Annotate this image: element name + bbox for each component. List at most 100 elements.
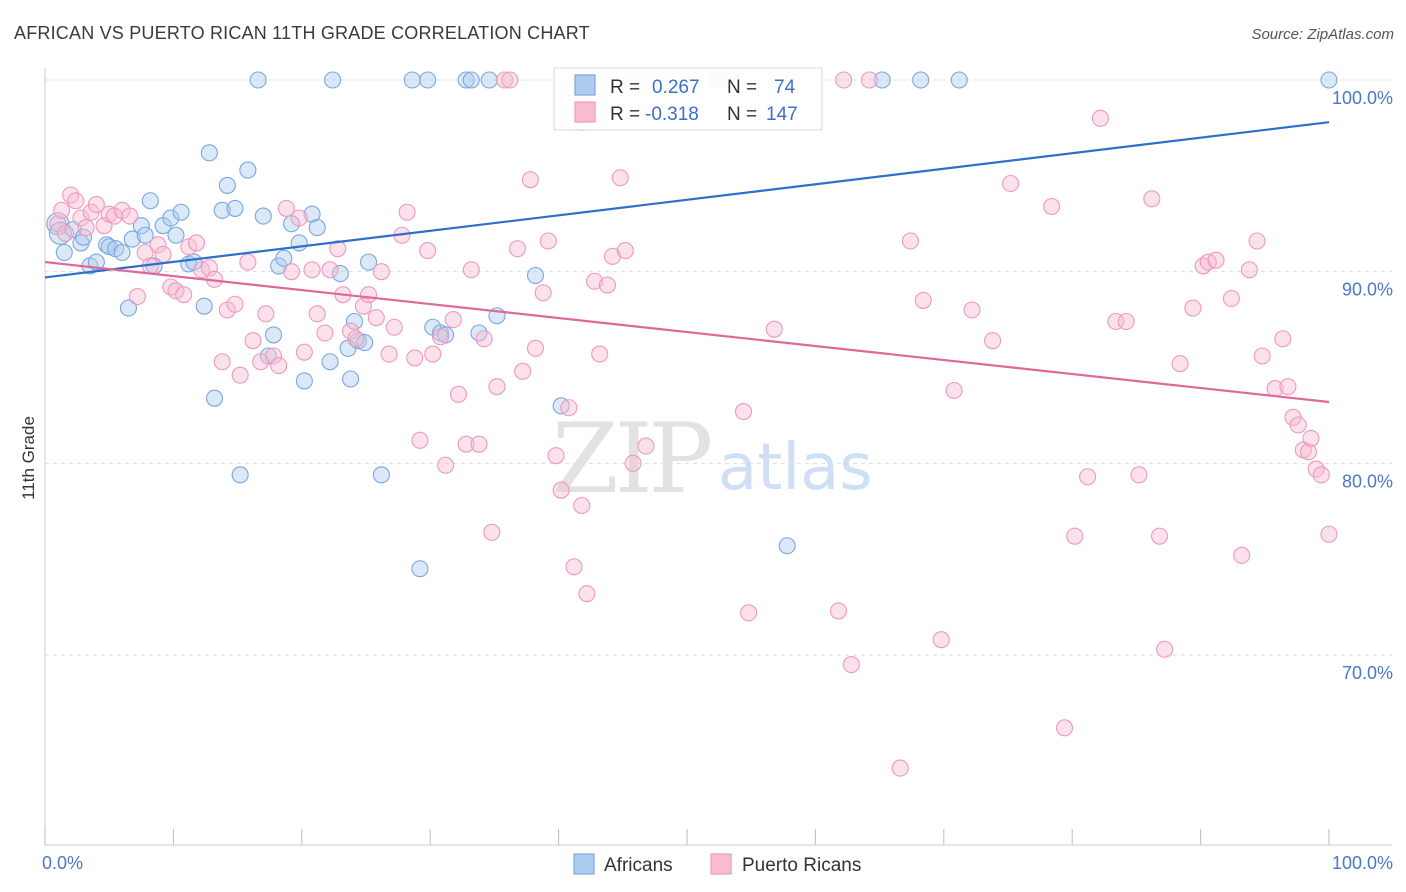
- point-puerto-ricans-116: [1107, 312, 1125, 331]
- point-puerto-ricans-108: [963, 301, 981, 319]
- point-puerto-ricans-78: [539, 232, 557, 250]
- watermark-atlas: atlas: [718, 431, 873, 505]
- series-puerto-ricans: [49, 71, 1338, 777]
- point-africans-20: [167, 226, 185, 244]
- point-puerto-ricans-32: [244, 332, 262, 350]
- point-puerto-ricans-106: [932, 631, 950, 649]
- point-puerto-ricans-65: [457, 435, 475, 453]
- point-puerto-ricans-64: [449, 385, 467, 403]
- point-puerto-ricans-42: [308, 305, 326, 323]
- legend-swatch-africans: [573, 853, 595, 875]
- watermark: ZIP atlas: [552, 403, 873, 515]
- point-africans-16: [141, 192, 159, 210]
- y-tick-label-80: 80.0%: [1342, 471, 1393, 491]
- point-africans-7: [87, 253, 105, 271]
- stats-n-value-africans: 74: [774, 77, 796, 98]
- x-ticks: [44, 829, 1330, 845]
- point-africans-42: [308, 219, 326, 237]
- point-puerto-ricans-113: [1066, 527, 1084, 545]
- point-africans-26: [205, 389, 224, 407]
- point-africans-33: [254, 207, 272, 225]
- point-africans-40: [295, 372, 313, 390]
- point-puerto-ricans-127: [1222, 289, 1240, 308]
- point-puerto-ricans-69: [483, 523, 501, 541]
- point-puerto-ricans-23: [187, 234, 206, 252]
- point-puerto-ricans-139: [1302, 429, 1320, 447]
- stats-n-value-puerto-ricans: 147: [766, 104, 798, 125]
- point-puerto-ricans-90: [616, 242, 634, 260]
- point-puerto-ricans-27: [213, 353, 231, 371]
- point-puerto-ricans-74: [514, 362, 532, 380]
- point-puerto-ricans-37: [277, 199, 295, 217]
- point-puerto-ricans-87: [598, 276, 616, 294]
- point-africans-72: [950, 71, 968, 89]
- point-puerto-ricans-107: [945, 381, 963, 400]
- point-puerto-ricans-22: [180, 238, 198, 256]
- point-puerto-ricans-80: [552, 481, 570, 499]
- point-puerto-ricans-120: [1150, 527, 1169, 545]
- point-puerto-ricans-8: [87, 196, 105, 214]
- trendline-africans: [44, 121, 1330, 279]
- point-puerto-ricans-133: [1274, 330, 1292, 348]
- point-puerto-ricans-61: [431, 328, 450, 346]
- chart-source: Source: ZipAtlas.com: [1251, 26, 1394, 43]
- point-africans-64: [526, 266, 545, 285]
- point-puerto-ricans-2: [56, 224, 75, 242]
- stats-r-label-africans: R =: [610, 77, 640, 98]
- point-puerto-ricans-5: [72, 209, 90, 227]
- point-puerto-ricans-93: [637, 437, 655, 455]
- point-puerto-ricans-112: [1055, 719, 1074, 737]
- point-puerto-ricans-99: [829, 602, 848, 620]
- point-puerto-ricans-130: [1248, 232, 1266, 250]
- point-africans-21: [172, 203, 190, 221]
- point-puerto-ricans-103: [891, 759, 909, 777]
- point-puerto-ricans-85: [586, 272, 604, 290]
- point-puerto-ricans-104: [901, 232, 919, 250]
- y-tick-label-70: 70.0%: [1342, 663, 1393, 683]
- point-africans-11: [113, 243, 131, 262]
- point-puerto-ricans-56: [398, 203, 416, 221]
- x-tick-label-min: 0.0%: [42, 853, 83, 873]
- point-puerto-ricans-67: [470, 435, 488, 453]
- point-puerto-ricans-36: [270, 357, 288, 375]
- stats-legend: R = 0.267 N = 74 R = -0.318 N = 147: [553, 67, 823, 131]
- point-africans-24: [195, 297, 213, 315]
- point-puerto-ricans-126: [1207, 251, 1225, 269]
- point-puerto-ricans-76: [526, 339, 545, 357]
- point-puerto-ricans-48: [347, 330, 365, 348]
- point-puerto-ricans-73: [508, 240, 527, 258]
- point-africans-8: [98, 236, 116, 254]
- point-africans-69: [778, 537, 796, 555]
- point-africans-2: [55, 243, 73, 262]
- point-puerto-ricans-86: [591, 345, 609, 363]
- point-puerto-ricans-45: [329, 240, 347, 258]
- point-puerto-ricans-66: [462, 261, 480, 279]
- point-puerto-ricans-122: [1171, 355, 1189, 373]
- point-puerto-ricans-39: [290, 209, 308, 227]
- point-puerto-ricans-115: [1091, 109, 1109, 127]
- point-africans-60: [462, 71, 480, 89]
- point-puerto-ricans-83: [573, 496, 591, 515]
- point-puerto-ricans-51: [367, 309, 385, 327]
- point-puerto-ricans-75: [521, 171, 539, 189]
- y-tick-label-100: 100.0%: [1332, 88, 1393, 108]
- point-africans-73: [1320, 71, 1338, 89]
- point-puerto-ricans-136: [1289, 416, 1307, 434]
- stats-r-value-africans: 0.267: [652, 77, 700, 98]
- y-tick-label-90: 90.0%: [1342, 280, 1393, 300]
- y-axis-label: 11th Grade: [19, 416, 38, 500]
- point-puerto-ricans-118: [1130, 466, 1148, 484]
- stats-legend-swatch-africans: [574, 74, 596, 96]
- point-africans-39: [290, 234, 308, 252]
- y-tick-labels: 100.0% 90.0% 80.0% 70.0%: [1332, 88, 1393, 683]
- point-puerto-ricans-131: [1253, 347, 1271, 365]
- point-puerto-ricans-52: [372, 263, 390, 281]
- point-puerto-ricans-20: [167, 282, 185, 300]
- point-puerto-ricans-77: [534, 284, 552, 302]
- point-puerto-ricans-110: [1002, 174, 1020, 193]
- point-puerto-ricans-54: [385, 318, 403, 336]
- point-puerto-ricans-57: [406, 349, 424, 367]
- point-puerto-ricans-100: [835, 71, 853, 89]
- point-puerto-ricans-128: [1233, 546, 1251, 564]
